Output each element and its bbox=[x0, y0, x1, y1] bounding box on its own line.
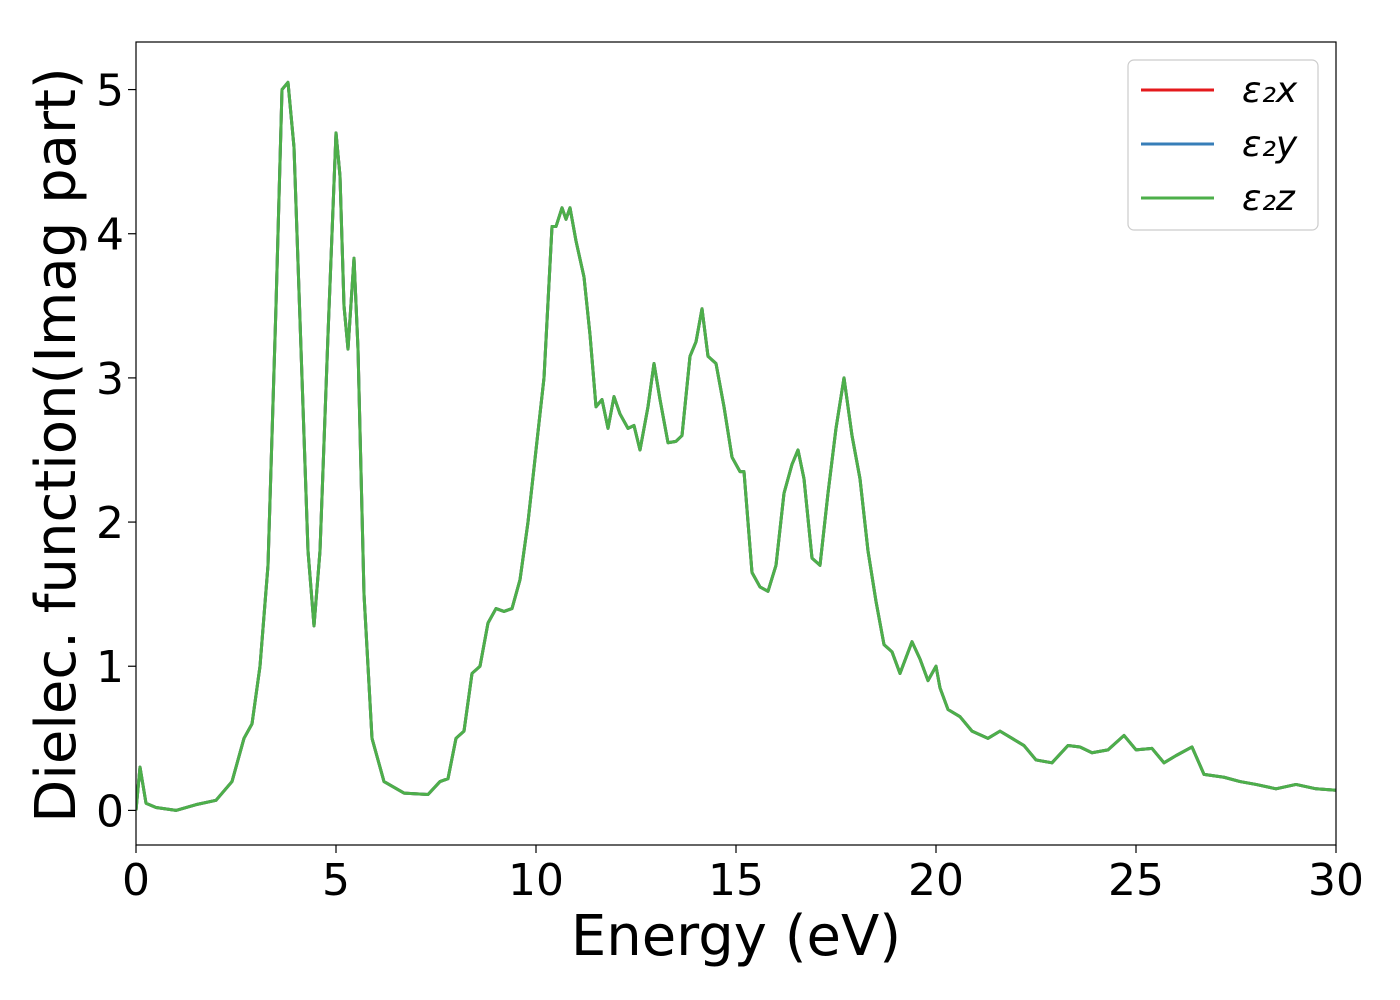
plot-frame bbox=[135, 41, 1337, 846]
series-line bbox=[136, 80, 1336, 812]
y-tick-label: 4 bbox=[96, 210, 124, 261]
x-tick-label: 20 bbox=[908, 855, 964, 906]
x-axis-label: Energy (eV) bbox=[571, 904, 901, 969]
y-tick-label: 5 bbox=[96, 66, 124, 117]
y-tick-label: 1 bbox=[96, 642, 124, 693]
legend-label: ε₂y bbox=[1242, 124, 1298, 165]
x-tick-label: 5 bbox=[322, 855, 350, 906]
y-tick-label: 0 bbox=[96, 786, 124, 837]
y-tick-label: 3 bbox=[96, 354, 124, 405]
legend-label: ε₂z bbox=[1242, 178, 1296, 219]
legend-label: ε₂x bbox=[1242, 70, 1298, 111]
y-tick-label: 2 bbox=[96, 498, 124, 549]
x-tick-label: 25 bbox=[1108, 855, 1164, 906]
x-tick-label: 30 bbox=[1308, 855, 1364, 906]
x-tick-label: 10 bbox=[508, 855, 564, 906]
x-tick-label: 15 bbox=[708, 855, 764, 906]
x-tick-label: 0 bbox=[122, 855, 150, 906]
legend-box bbox=[1127, 59, 1319, 231]
y-axis-label: Dielec. function(Imag part) bbox=[24, 67, 89, 823]
